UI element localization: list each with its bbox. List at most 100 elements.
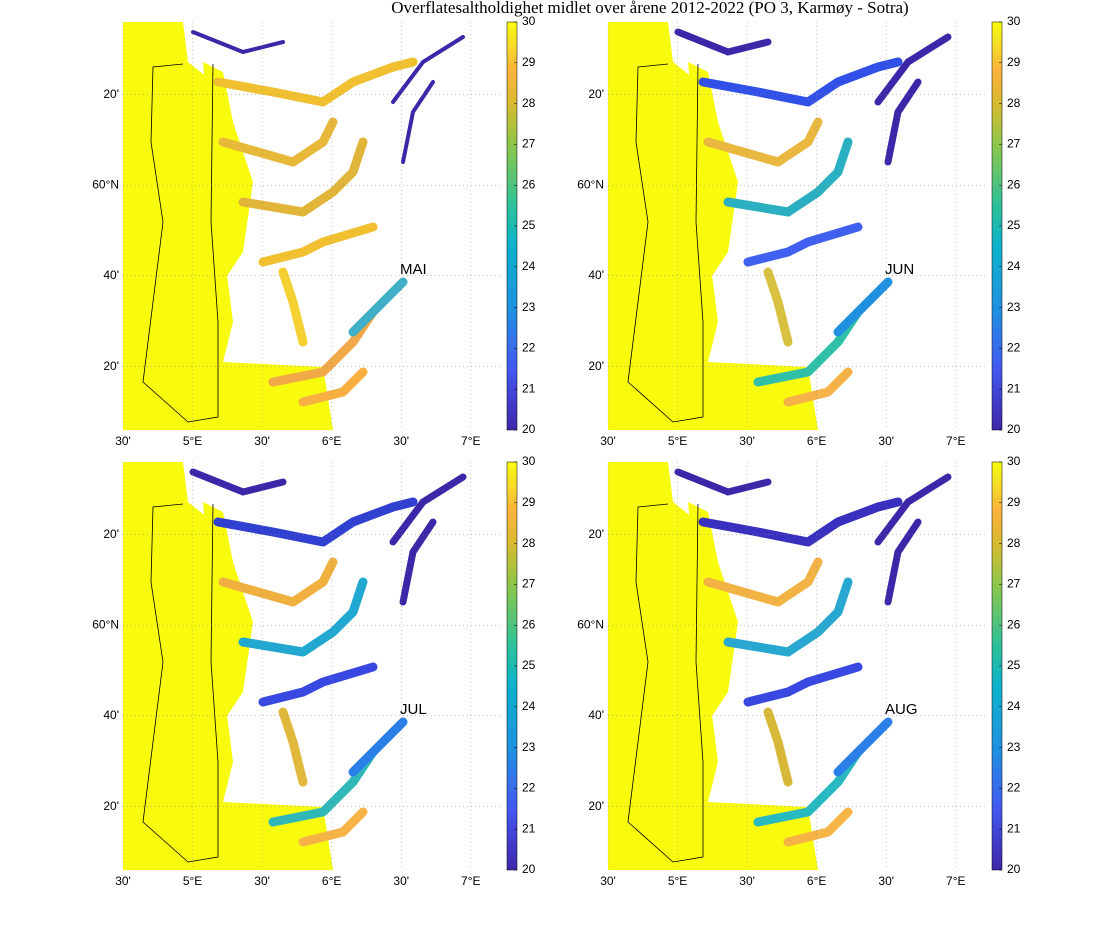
boundary-line [142, 63, 219, 423]
fjord [298, 807, 368, 847]
fjord [278, 707, 308, 787]
colorbar-tick-label: 23 [522, 740, 536, 754]
colorbar-tick-label: 29 [522, 55, 536, 69]
fjord [399, 518, 437, 606]
colorbar-tick-label: 22 [1007, 341, 1021, 355]
x-tick-label: 6°E [322, 434, 341, 448]
fjord [833, 717, 893, 777]
colorbar-tick-label: 22 [522, 341, 536, 355]
y-tick-label: 20' [103, 359, 119, 373]
fjord [698, 497, 903, 547]
coast-area [203, 62, 253, 282]
coast-area [688, 62, 738, 282]
map-panel: 30' 5°E 30' 6°E 30' 7°E 20' 40' 60°N 20' AUG 20 21 22… [577, 454, 1020, 888]
x-tick-label: 30' [878, 434, 894, 448]
fjord [213, 57, 418, 107]
y-tick-label: 40' [103, 708, 119, 722]
colorbar-tick-label: 24 [1007, 699, 1021, 713]
fjord [218, 117, 338, 167]
x-tick-label: 7°E [461, 434, 480, 448]
sea-area [608, 22, 818, 430]
x-tick-label: 30' [393, 434, 409, 448]
colorbar-tick-label: 27 [522, 577, 536, 591]
colorbar-tick-label: 30 [1007, 454, 1021, 468]
x-tick-label: 5°E [183, 434, 202, 448]
colorbar-tick-label: 25 [1007, 218, 1021, 232]
colorbar-tick-label: 20 [522, 862, 536, 876]
fjord [783, 807, 853, 847]
colorbar-tick-label: 24 [522, 699, 536, 713]
fjord [884, 518, 922, 606]
x-tick-label: 30' [115, 874, 131, 888]
colorbar-tick-label: 28 [522, 536, 536, 550]
fjord [884, 78, 922, 166]
x-tick-label: 30' [254, 874, 270, 888]
y-tick-label: 60°N [92, 617, 119, 631]
y-tick-label: 40' [588, 708, 604, 722]
fjord [278, 267, 308, 347]
colorbar-tick-label: 30 [1007, 14, 1021, 28]
colorbar-tick-label: 29 [522, 495, 536, 509]
fjord [258, 662, 378, 707]
fjord [674, 28, 772, 56]
colorbar-tick-label: 22 [522, 781, 536, 795]
colorbar-tick-label: 27 [1007, 137, 1021, 151]
y-tick-label: 20' [588, 359, 604, 373]
fjord [298, 367, 368, 407]
colorbar-tick-label: 21 [522, 381, 536, 395]
colorbar-tick-label: 20 [1007, 422, 1021, 436]
x-tick-label: 5°E [183, 874, 202, 888]
x-tick-label: 30' [878, 874, 894, 888]
y-tick-label: 40' [103, 268, 119, 282]
x-tick-label: 30' [739, 874, 755, 888]
sea-area [608, 462, 818, 870]
colorbar-tick-label: 29 [1007, 55, 1021, 69]
colorbar-tick-label: 25 [522, 218, 536, 232]
fjord [348, 717, 408, 777]
figure-title: Overflatesaltholdighet midlet over årene… [391, 0, 908, 17]
colorbar-tick-label: 27 [1007, 577, 1021, 591]
x-tick-label: 5°E [668, 874, 687, 888]
x-tick-label: 6°E [807, 434, 826, 448]
colorbar-tick-label: 20 [522, 422, 536, 436]
colorbar-tick-label: 26 [522, 617, 536, 631]
x-tick-label: 6°E [322, 874, 341, 888]
x-tick-label: 30' [254, 434, 270, 448]
x-tick-label: 30' [115, 434, 131, 448]
fjord [391, 35, 465, 104]
colorbar-tick-label: 26 [1007, 177, 1021, 191]
y-tick-label: 60°N [577, 617, 604, 631]
x-tick-label: 7°E [946, 434, 965, 448]
x-tick-label: 30' [600, 874, 616, 888]
fjord [723, 577, 853, 657]
colorbar-tick-label: 25 [522, 658, 536, 672]
fjord [703, 557, 823, 607]
boundary-line [627, 503, 704, 863]
fjord [703, 117, 823, 167]
fjord [743, 222, 863, 267]
x-tick-label: 30' [739, 434, 755, 448]
y-tick-label: 20' [103, 87, 119, 101]
colorbar-tick-label: 24 [1007, 259, 1021, 273]
colorbar-tick-label: 21 [522, 821, 536, 835]
fjord [348, 277, 408, 337]
fjord [743, 662, 863, 707]
fjord [401, 80, 435, 164]
x-tick-label: 7°E [461, 874, 480, 888]
fjord [783, 367, 853, 407]
colorbar-tick-label: 26 [1007, 617, 1021, 631]
colorbar-tick-label: 30 [522, 454, 536, 468]
fjord [213, 497, 418, 547]
x-tick-label: 7°E [946, 874, 965, 888]
sea-area [123, 22, 333, 430]
colorbar-tick-label: 30 [522, 14, 536, 28]
fjord [389, 473, 467, 546]
y-tick-label: 40' [588, 268, 604, 282]
fjord [218, 557, 338, 607]
map-panel: 30' 5°E 30' 6°E 30' 7°E 20' 40' 60°N 20' JUN 20 21 22… [577, 14, 1020, 448]
colorbar-tick-label: 25 [1007, 658, 1021, 672]
boundary-line [627, 63, 704, 423]
colorbar-tick-label: 22 [1007, 781, 1021, 795]
fjord [191, 30, 285, 55]
